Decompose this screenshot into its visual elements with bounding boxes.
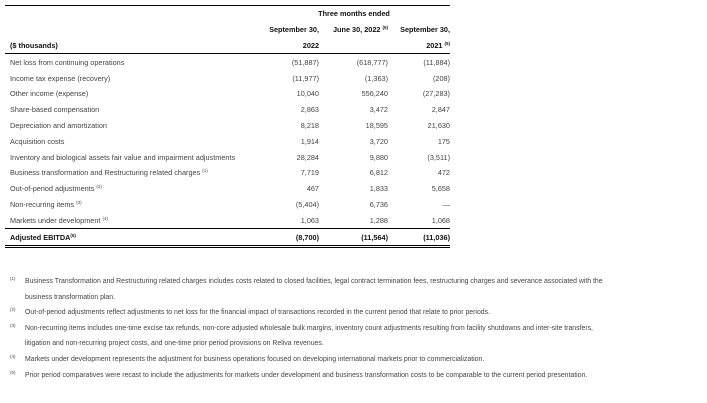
footnote-text: Non-recurring items includes one-time ex… <box>25 324 593 332</box>
table-row: Markets under development (4) 1,063 1,288 1… <box>5 212 450 228</box>
table-row: Share-based compensation 2,863 3,472 2,847 <box>5 102 450 118</box>
footnote-marker: (4) <box>10 353 16 359</box>
row-value: 6,812 <box>369 168 388 178</box>
row-value: (11,884) <box>423 57 450 67</box>
row-value: 2,863 <box>300 105 319 115</box>
row-value: (11,977) <box>292 73 319 83</box>
row-value: 1,063 <box>300 215 319 225</box>
row-value: 3,720 <box>369 136 388 146</box>
col-header-3-year: 2021 (5) <box>426 40 450 50</box>
footnote: (3) Non-recurring items includes one-time… <box>10 321 700 352</box>
total-row: Adjusted EBITDA(5) (8,700) (11,564) (11,… <box>5 228 450 248</box>
footnotes: (1) Business Transformation and Restructu… <box>10 274 700 383</box>
row-value: 3,472 <box>369 105 388 115</box>
row-value: 556,240 <box>361 89 388 99</box>
table-row: Other income (expense) 10,040 556,240 (27,2… <box>5 86 450 102</box>
row-value: 467 <box>306 184 319 194</box>
table-row: Business transformation and Restructurin… <box>5 165 450 181</box>
row-label: Depreciation and amortization <box>10 120 107 130</box>
footnote-marker: (5) <box>10 369 16 375</box>
row-value: 1,068 <box>431 215 450 225</box>
total-value: (11,036) <box>423 232 450 242</box>
footnote-text: Markets under development represents the… <box>25 355 485 363</box>
table-row: Acquisition costs 1,914 3,720 175 <box>5 133 450 149</box>
row-value: (27,283) <box>422 89 450 99</box>
row-value: 10,040 <box>296 89 319 99</box>
footnote: (1) Business Transformation and Restructu… <box>10 274 700 305</box>
row-value: 7,719 <box>300 168 319 178</box>
footnote-ref: (4) <box>102 215 108 221</box>
table-row: Out-of-period adjustments (2) 467 1,833 5,6… <box>5 181 450 197</box>
table-row: Depreciation and amortization 8,218 18,595… <box>5 118 450 134</box>
row-value: 28,284 <box>296 152 319 162</box>
footnote-ref: (1) <box>202 168 208 174</box>
col-header-1: September 30, <box>269 25 319 35</box>
row-value: (51,887) <box>291 57 319 67</box>
total-value: (8,700) <box>295 232 319 242</box>
footnote-marker: (2) <box>10 307 16 313</box>
row-value: (618,777) <box>356 57 388 67</box>
row-label: Other income (expense) <box>10 89 89 99</box>
table-body: Net loss from continuing operations (51,8… <box>5 54 450 228</box>
row-label: Acquisition costs <box>10 136 65 146</box>
footnote-ref: (3) <box>76 199 82 205</box>
row-value: (3,511) <box>427 152 450 162</box>
footnote-text: Prior period comparatives were recast to… <box>25 371 588 379</box>
row-value: — <box>442 199 450 209</box>
row-value: 1,288 <box>369 215 388 225</box>
row-value: (5,404) <box>295 199 319 209</box>
footnote: (2) Out-of-period adjustments reflect adj… <box>10 305 700 321</box>
total-value: (11,564) <box>361 232 388 242</box>
unit-label: ($ thousands) <box>10 40 58 50</box>
row-label: Out-of-period adjustments (2) <box>10 184 102 194</box>
footnote-marker: (1) <box>10 276 16 281</box>
total-label: Adjusted EBITDA(5) <box>10 232 76 242</box>
col-header-2: June 30, 2022 (5) <box>333 25 388 35</box>
footnote-text: Business Transformation and Restructurin… <box>25 278 603 285</box>
row-label: Non-recurring items (3) <box>10 199 82 209</box>
row-value: 18,595 <box>365 120 388 130</box>
row-value: 1,914 <box>300 136 319 146</box>
group-header: Three months ended <box>318 9 390 19</box>
row-label: Net loss from continuing operations <box>10 57 125 67</box>
footnote: (5) Prior period comparatives were recast… <box>10 368 700 384</box>
table-row: Net loss from continuing operations (51,8… <box>5 54 450 70</box>
header-row-2: ($ thousands) 2022 2021 (5) <box>5 38 450 55</box>
row-label: Markets under development (4) <box>10 215 108 225</box>
row-value: 2,847 <box>431 105 450 115</box>
header-row-1: September 30, June 30, 2022 (5) Septembe… <box>5 22 450 38</box>
row-label: Share-based compensation <box>10 105 100 115</box>
row-label: Business transformation and Restructurin… <box>10 168 208 178</box>
row-value: 175 <box>437 136 450 146</box>
table-row: Inventory and biological assets fair val… <box>5 149 450 165</box>
row-value: 1,833 <box>369 184 388 194</box>
col-header-3: September 30, <box>400 25 450 35</box>
table-row: Income tax expense (recovery) (11,977) (1,… <box>5 70 450 86</box>
adjusted-ebitda-table: Three months ended September 30, June 30… <box>5 5 450 248</box>
row-value: (1,363) <box>364 73 388 83</box>
footnote-marker: (3) <box>10 322 16 328</box>
row-value: 9,880 <box>369 152 388 162</box>
row-value: 21,630 <box>427 120 450 130</box>
table-row: Non-recurring items (3) (5,404) 6,736 — <box>5 197 450 213</box>
header-row-group: Three months ended <box>5 6 450 22</box>
footnote-text: Out-of-period adjustments reflect adjust… <box>25 309 490 317</box>
row-value: 6,736 <box>369 199 388 209</box>
row-value: 472 <box>437 168 450 178</box>
footnote-text: business transformation plan. <box>25 293 116 301</box>
footnote: (4) Markets under development represents … <box>10 352 700 368</box>
footnote-text: litigation and non-recurring project cos… <box>25 340 324 348</box>
footnote-ref: (2) <box>96 184 102 190</box>
col-header-1-year: 2022 <box>302 40 319 50</box>
row-label: Inventory and biological assets fair val… <box>10 152 236 162</box>
row-value: 8,218 <box>300 120 319 130</box>
row-value: (208) <box>432 73 450 83</box>
row-label: Income tax expense (recovery) <box>10 73 111 83</box>
row-value: 5,658 <box>431 184 450 194</box>
